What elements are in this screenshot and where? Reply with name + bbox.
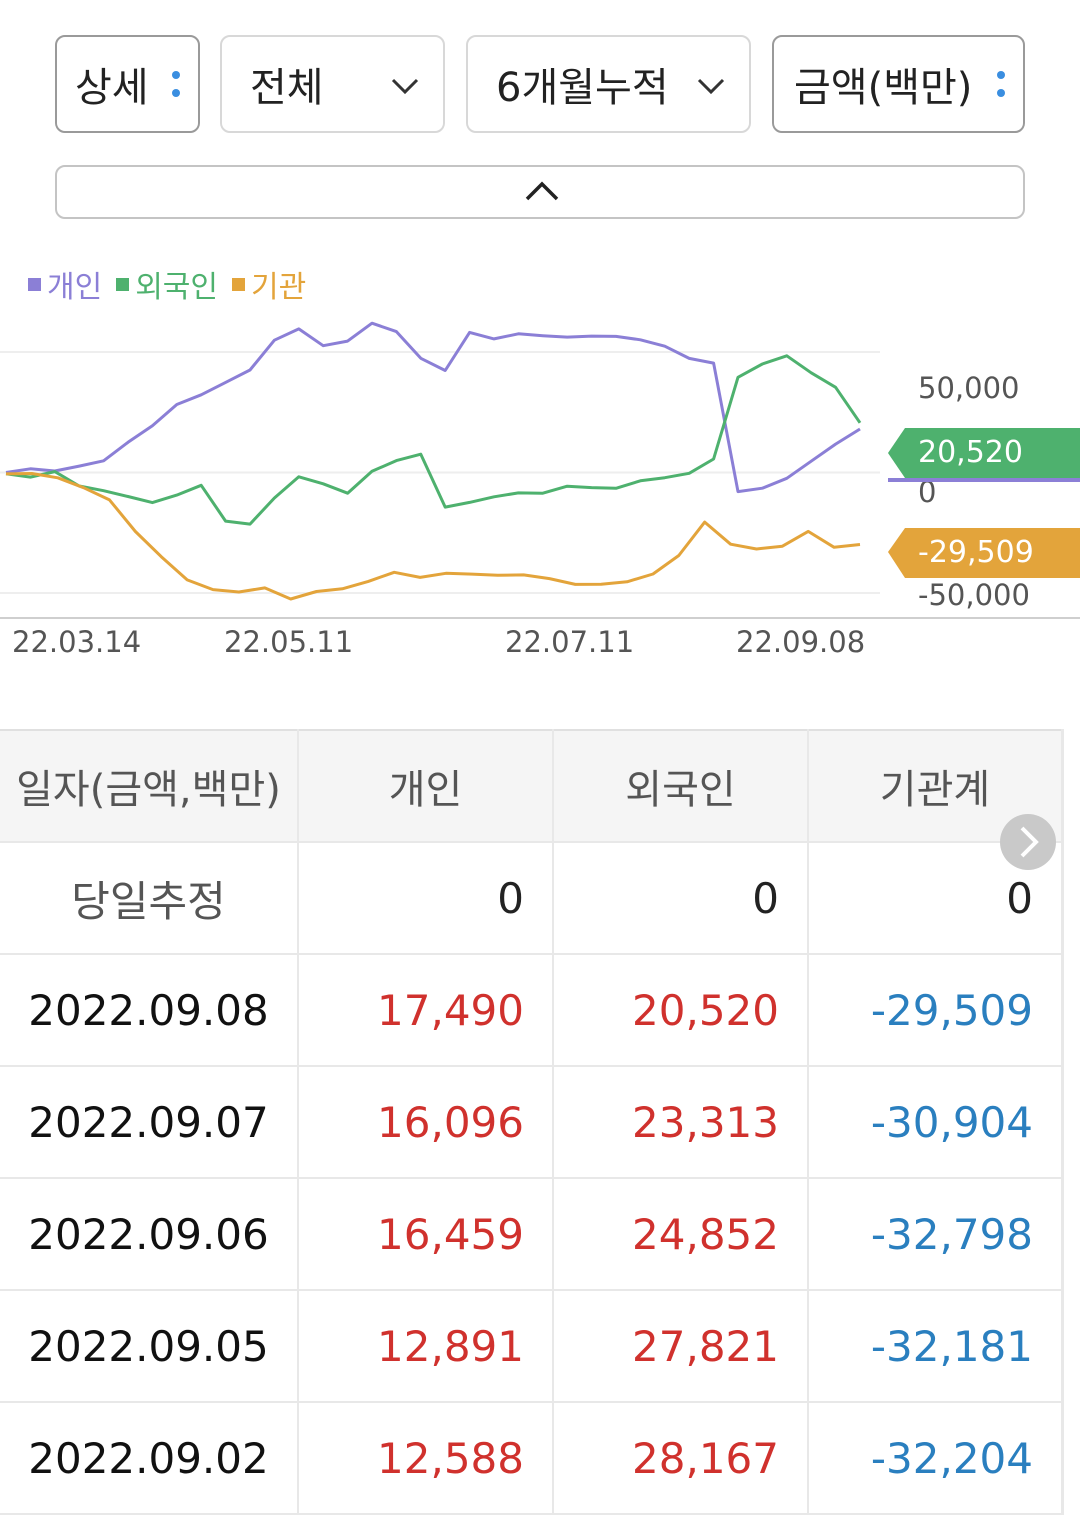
chevron-down-icon	[391, 78, 419, 95]
legend-label: 개인	[47, 270, 103, 305]
row-foreign: 27,821	[553, 1290, 809, 1403]
legend-swatch	[232, 277, 246, 291]
table-row[interactable]: 2022.09.08 17,490 20,520 -29,509	[0, 954, 1063, 1067]
chart-legend: 개인 외국인 기관	[28, 262, 306, 306]
y-tick-label: 50,000	[918, 371, 1019, 405]
legend-foreign: 외국인	[116, 262, 218, 306]
investor-table: 일자(금액,백만) 개인 외국인 기관계 당일추정 0 0 0 2022.09.…	[0, 729, 1063, 1515]
today-foreign: 0	[553, 842, 809, 955]
unit-select-label: 금액(백만)	[794, 65, 973, 111]
row-institution: -30,904	[808, 1066, 1063, 1179]
chevron-right-icon	[1020, 826, 1039, 858]
legend-label: 기관	[251, 270, 307, 305]
collapse-toggle-button[interactable]	[55, 165, 1025, 219]
row-institution: -29,509	[808, 954, 1063, 1067]
y-tick-label: 0	[918, 475, 936, 509]
market-dropdown[interactable]: 전체	[220, 35, 445, 133]
row-individual: 12,891	[298, 1290, 554, 1403]
institution-value-label: -29,509	[918, 535, 1034, 570]
row-individual: 12,588	[298, 1402, 554, 1515]
table-row-today: 당일추정 0 0 0	[0, 842, 1063, 955]
detail-select[interactable]: 상세	[55, 35, 200, 133]
legend-institution: 기관	[232, 262, 306, 306]
foreign-value-label: 20,520	[918, 435, 1023, 470]
table-scroll-edge	[1062, 729, 1080, 1515]
legend-swatch	[116, 277, 130, 291]
x-tick-label: 22.07.11	[505, 625, 634, 659]
table-row[interactable]: 2022.09.05 12,891 27,821 -32,181	[0, 1290, 1063, 1403]
row-institution: -32,204	[808, 1402, 1063, 1515]
investor-trend-chart: 50,000 0 -50,000 20,520 -29,509 22.03.14 22.05…	[0, 321, 1080, 659]
header-foreign: 외국인	[553, 729, 809, 843]
detail-select-label: 상세	[75, 65, 149, 111]
row-foreign: 23,313	[553, 1066, 809, 1179]
period-dropdown[interactable]: 6개월누적	[466, 35, 751, 133]
legend-individual: 개인	[28, 262, 102, 306]
today-label: 당일추정	[0, 842, 299, 955]
row-foreign: 28,167	[553, 1402, 809, 1515]
header-institution: 기관계	[808, 729, 1063, 843]
more-vertical-icon	[997, 71, 1005, 107]
header-individual: 개인	[298, 729, 554, 843]
row-foreign: 20,520	[553, 954, 809, 1067]
table-row[interactable]: 2022.09.06 16,459 24,852 -32,798	[0, 1178, 1063, 1291]
chevron-down-icon	[697, 78, 725, 95]
series-line-1	[5, 354, 862, 526]
institution-value-tag	[888, 528, 1080, 578]
row-date: 2022.09.06	[0, 1178, 299, 1291]
row-institution: -32,798	[808, 1178, 1063, 1291]
foreign-value-tag	[888, 428, 1080, 478]
row-date: 2022.09.05	[0, 1290, 299, 1403]
legend-swatch	[28, 277, 41, 291]
legend-label: 외국인	[135, 270, 219, 305]
series-line-0	[5, 321, 861, 494]
row-individual: 16,096	[298, 1066, 554, 1179]
row-foreign: 24,852	[553, 1178, 809, 1291]
table-row[interactable]: 2022.09.07 16,096 23,313 -30,904	[0, 1066, 1063, 1179]
scroll-right-button[interactable]	[1000, 814, 1056, 870]
more-vertical-icon	[172, 71, 180, 107]
header-date: 일자(금액,백만)	[0, 729, 299, 843]
table-header-row: 일자(금액,백만) 개인 외국인 기관계	[0, 729, 1063, 843]
chevron-up-icon	[525, 181, 559, 201]
x-tick-label: 22.09.08	[736, 625, 865, 659]
row-date: 2022.09.08	[0, 954, 299, 1067]
row-individual: 16,459	[298, 1178, 554, 1291]
row-individual: 17,490	[298, 954, 554, 1067]
market-dropdown-label: 전체	[250, 65, 324, 111]
unit-select[interactable]: 금액(백만)	[772, 35, 1025, 133]
x-tick-label: 22.03.14	[12, 625, 141, 659]
period-dropdown-label: 6개월누적	[496, 65, 669, 111]
y-tick-label: -50,000	[918, 578, 1030, 612]
today-individual: 0	[298, 842, 554, 955]
row-date: 2022.09.02	[0, 1402, 299, 1515]
x-tick-label: 22.05.11	[224, 625, 353, 659]
series-line-2	[5, 472, 861, 601]
row-institution: -32,181	[808, 1290, 1063, 1403]
table-row[interactable]: 2022.09.02 12,588 28,167 -32,204	[0, 1402, 1063, 1515]
row-date: 2022.09.07	[0, 1066, 299, 1179]
